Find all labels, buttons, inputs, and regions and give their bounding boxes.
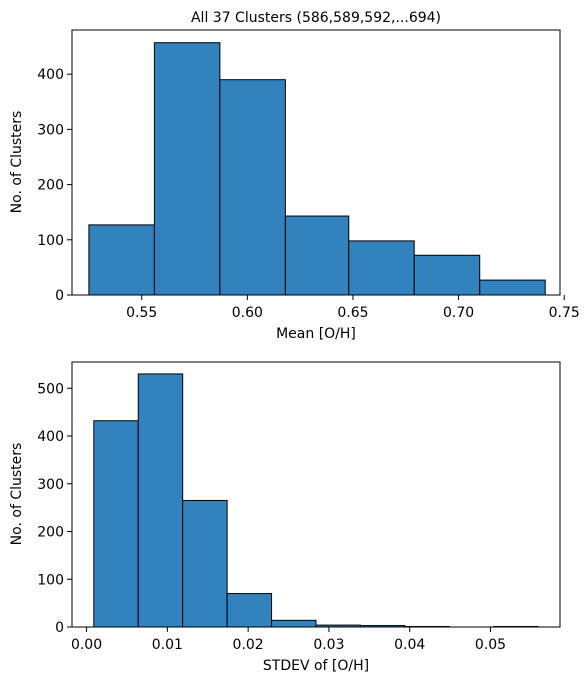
bottom-bar [137,373,184,628]
bottom-x-tick-label: 0.03 [313,637,344,653]
bottom-x-tick-label: 0.02 [233,637,264,653]
bottom-y-tick-label: 100 [37,572,64,588]
bottom-x-axis-label: STDEV of [O/H] [263,658,369,674]
top-y-tick-label: 0 [55,288,64,304]
top-bar [153,42,221,296]
top-bar [219,79,286,296]
top-y-tick-label: 200 [37,178,64,194]
bottom-y-axis-label: No. of Clusters [9,443,25,546]
bottom-x-axis: 0.00 0.01 0.02 0.03 0.04 0.05 [71,627,506,653]
top-x-tick-label: 0.70 [443,305,474,321]
top-bars [88,42,546,296]
top-y-tick-label: 300 [37,122,64,138]
top-x-axis: 0.55 0.60 0.65 0.70 0.75 [126,295,580,321]
top-bar [348,240,415,296]
top-bar [284,215,350,296]
bottom-y-axis: 0 100 200 300 400 500 [37,381,72,636]
top-bar [88,224,155,296]
top-y-tick-label: 100 [37,233,64,249]
bottom-bar [182,499,228,628]
bottom-y-tick-label: 400 [37,429,64,445]
bottom-x-tick-label: 0.05 [475,637,506,653]
top-y-axis-label: No. of Clusters [9,111,25,214]
top-y-tick-label: 400 [37,67,64,83]
bottom-x-tick-label: 0.01 [152,637,183,653]
bottom-x-tick-label: 0.04 [394,637,425,653]
top-plot-frame [71,29,561,296]
top-x-tick-label: 0.65 [337,305,368,321]
top-histogram: All 37 Clusters (586,589,592,...694) 0.5… [9,10,580,342]
bottom-y-tick-label: 0 [55,620,64,636]
top-x-tick-label: 0.60 [232,305,263,321]
top-x-tick-label: 0.75 [549,305,580,321]
bottom-bars [93,373,539,628]
top-bar [479,279,546,296]
top-x-axis-label: Mean [O/H] [276,326,356,342]
bottom-x-tick-label: 0.00 [71,637,102,653]
bottom-histogram: 0.00 0.01 0.02 0.03 0.04 0.05 0 100 200 300 400 50… [9,361,561,674]
bottom-bar [226,593,273,628]
bottom-bar [271,619,317,628]
top-chart-title: All 37 Clusters (586,589,592,...694) [191,10,441,26]
bottom-y-tick-label: 200 [37,525,64,541]
bottom-y-tick-label: 300 [37,477,64,493]
bottom-plot-frame [71,361,561,628]
top-y-axis: 0 100 200 300 400 [37,67,72,304]
bottom-bar [93,420,139,628]
bottom-y-tick-label: 500 [37,381,64,397]
top-bar [413,254,481,296]
top-x-tick-label: 0.55 [126,305,157,321]
